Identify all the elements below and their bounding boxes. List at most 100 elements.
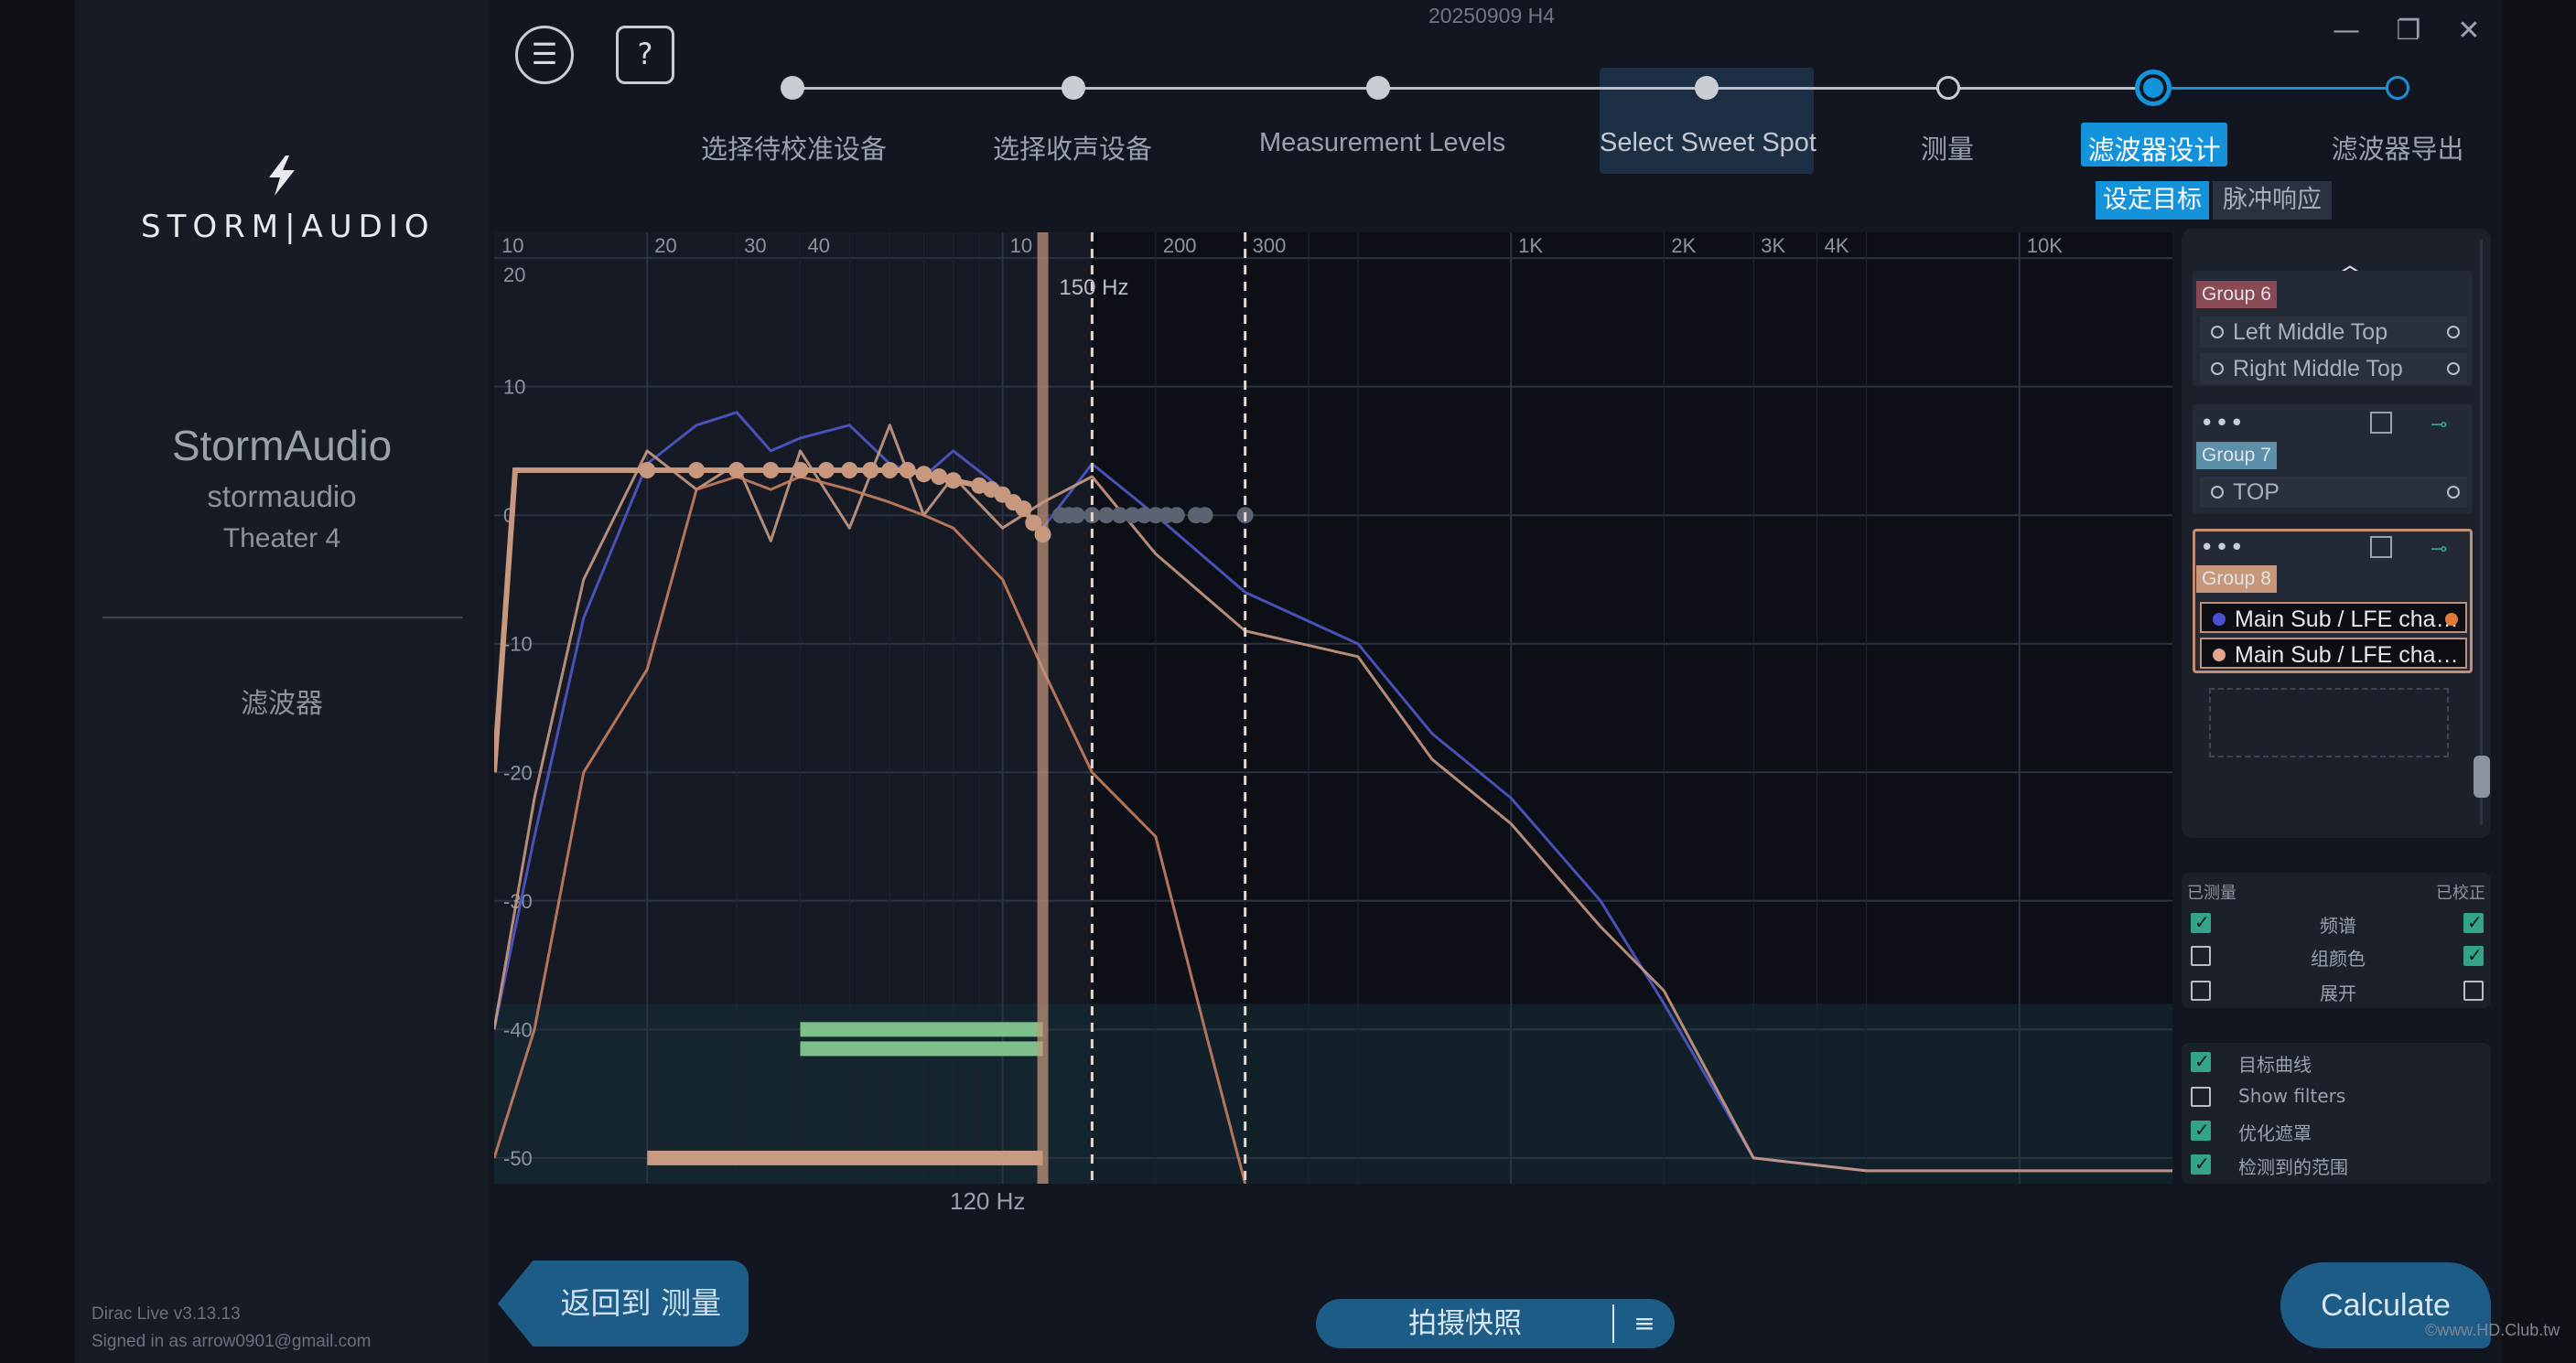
scroll-up-icon[interactable]: ︿ [2336,249,2364,281]
version-label: Dirac Live v3.13.13 [92,1304,241,1324]
channel-row[interactable]: Left Middle Top [2200,317,2467,348]
snapshot-divider [1612,1304,1614,1343]
legend-label-spectrum: 频谱 [2320,915,2356,937]
option-label-detected-range: 检测到的范围 [2238,1156,2348,1178]
target-handle [944,472,962,489]
group-menu-icon[interactable]: ••• [2200,534,2246,562]
snapshot-list-icon[interactable]: ≡ [1633,1308,1655,1338]
calculate-button[interactable]: Calculate [2280,1262,2491,1348]
sidebar [75,0,489,1363]
option-label-optimization-mask: 优化遮罩 [2238,1122,2312,1144]
link-icon[interactable]: ⊸ [2430,413,2448,436]
step-label-measure[interactable]: 测量 [1920,135,1974,165]
y-tick-label: 10 [503,376,525,399]
step-label-select-mic[interactable]: 选择收声设备 [992,135,1152,165]
group-tag-7[interactable]: Group 7 [2196,442,2277,469]
menu-button[interactable]: ☰ [515,26,574,84]
group-scrollbar[interactable] [2474,756,2490,798]
x-tick-label: 2K [1671,234,1696,257]
step-dot-measure[interactable] [1936,76,1960,100]
step-dot-select-mic[interactable] [1062,76,1085,100]
channel-color-icon [2213,613,2226,626]
snapshot-button-group [1316,1299,1675,1348]
y-tick-label: -40 [503,1018,533,1041]
step-label-filter-design[interactable]: 滤波器设计 [2087,136,2221,166]
help-button[interactable]: ? [616,26,674,84]
frequency-response-chart[interactable]: 10203040102003001K2K3K4K10K20K20100-10-2… [494,232,2172,1184]
signed-in-label: Signed in as arrow0901@gmail.com [92,1332,372,1351]
y-tick-label: 20 [503,263,525,286]
checkbox-target-curve[interactable] [2191,1050,2211,1072]
radio-icon [2211,486,2224,499]
target-handle [817,462,835,478]
x-tick-label: 10 [501,234,523,257]
checkbox-show-filters[interactable] [2191,1087,2211,1107]
checkbox-detected-range[interactable] [2191,1153,2211,1175]
checkbox-measured-expand[interactable] [2191,981,2211,1001]
chart-grid [494,232,2172,1184]
channel-row[interactable]: Right Middle Top [2200,353,2467,384]
step-dot-levels[interactable] [1366,76,1390,100]
close-button[interactable]: ✕ [2457,15,2481,47]
range-bar [800,1022,1043,1037]
channel-label: Left Middle Top [2233,319,2388,345]
step-label-filter-export[interactable]: 滤波器导出 [2331,135,2464,165]
target-handle [688,462,706,478]
sidebar-divider [102,617,463,618]
step-dot-sweet-spot[interactable] [1695,76,1719,100]
target-handle [931,468,948,486]
target-handle [762,462,780,478]
checkbox-measured-group-color[interactable] [2191,946,2211,966]
link-icon[interactable]: ⊸ [2430,538,2448,561]
range-bar [800,1041,1043,1057]
y-tick-label: -50 [503,1147,533,1170]
channel-row[interactable]: TOP [2200,477,2467,508]
tab-set-target[interactable]: 设定目标 [2096,181,2209,220]
channel-color-icon [2445,613,2458,626]
checkbox-measured-spectrum[interactable] [2191,911,2211,933]
target-handle-inactive [1124,507,1141,524]
radio-icon [2211,362,2224,375]
back-to-measure-button[interactable]: 返回到 测量 [498,1261,749,1347]
step-label-levels[interactable]: Measurement Levels [1259,128,1506,157]
x-tick-label: 40 [807,234,829,257]
step-label-sweet-spot[interactable]: Select Sweet Spot [1600,128,1816,157]
group-tag-6[interactable]: Group 6 [2196,281,2277,308]
restore-button[interactable]: ❐ [2396,15,2421,47]
checkbox-optimization-mask[interactable] [2191,1119,2211,1141]
layout-icon[interactable] [2370,412,2392,434]
channel-label: TOP [2233,479,2280,505]
group-scroll-track [2480,240,2483,825]
x-tick-label: 30 [744,234,766,257]
group-menu-icon[interactable]: ••• [2200,410,2246,437]
step-dot-select-device[interactable] [781,76,804,100]
frame-right [2501,0,2576,1363]
channel-row-selected[interactable]: Main Sub / LFE channel 2 [2200,638,2467,669]
options-panel [2182,1043,2491,1184]
sidebar-item-filters[interactable]: 滤波器 [241,688,323,720]
layout-icon[interactable] [2370,536,2392,558]
group-tag-8[interactable]: Group 8 [2196,565,2277,593]
storm-bolt-icon [269,156,295,196]
channel-row-selected[interactable]: Main Sub / LFE channel 1 [2200,602,2467,633]
step-dot-filter-export[interactable] [2386,76,2409,100]
target-handle [792,462,809,478]
target-handle [899,462,916,478]
target-handle [1015,500,1032,518]
checkbox-corrected-spectrum[interactable] [2463,911,2484,933]
brand-name: StormAudio [171,422,393,469]
stepper-track [794,87,2398,90]
checkbox-corrected-expand[interactable] [2463,981,2484,1001]
checkbox-corrected-group-color[interactable] [2463,944,2484,966]
frame-left [0,0,75,1363]
x-tick-label: 200 [1163,234,1197,257]
minimize-button[interactable]: — [2333,15,2360,47]
drop-zone[interactable] [2209,688,2449,757]
take-snapshot-button[interactable]: 拍摄快照 [1408,1307,1522,1340]
legend-header-corrected: 已校正 [2436,884,2485,903]
radio-icon [2447,326,2460,338]
channel-label: Right Middle Top [2233,356,2403,381]
step-label-select-device[interactable]: 选择待校准设备 [701,135,888,165]
step-dot-filter-design[interactable] [2135,70,2172,106]
tab-impulse-response[interactable]: 脉冲响应 [2213,181,2332,220]
